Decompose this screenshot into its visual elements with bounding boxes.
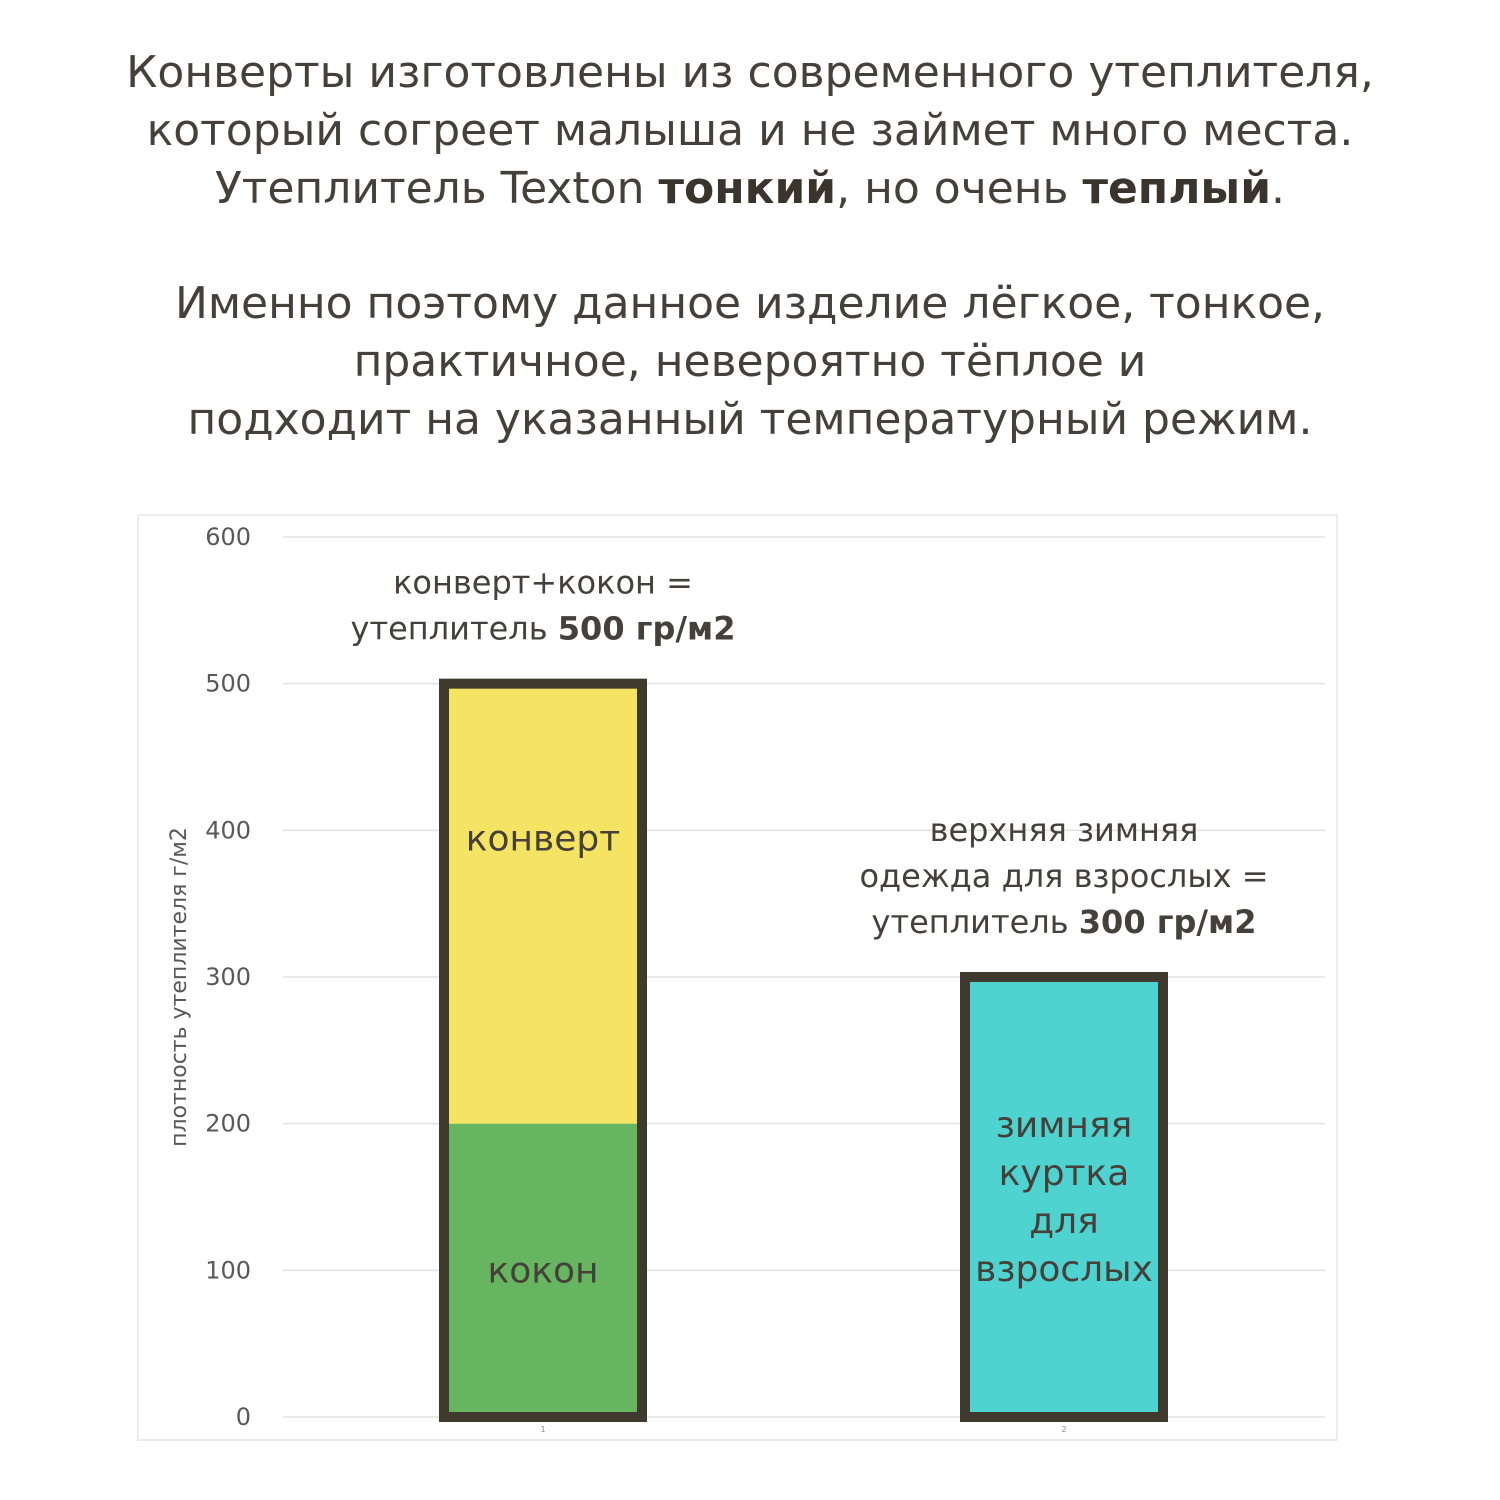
bar-segment-label: зимняя [996, 1105, 1133, 1146]
bar-segment-label: для [1029, 1201, 1099, 1242]
emphasis-text: тонкий [658, 163, 837, 214]
bar-outline [960, 972, 1168, 1422]
chart-frame [137, 514, 1338, 1441]
y-tick-label: 100 [205, 1256, 251, 1284]
annotation-value: 300 гр/м2 [1079, 903, 1257, 941]
intro-text: Именно поэтому данное изделие лёгкое, то… [174, 278, 1326, 329]
annotation-text: верхняя зимняя [930, 811, 1199, 849]
intro-text: . [1271, 163, 1286, 214]
bar-annotation-line: утеплитель 300 гр/м2 [872, 903, 1257, 941]
annotation-text: конверт+кокон = [393, 564, 693, 602]
annotation-text: утеплитель [872, 903, 1079, 941]
intro-2-line: подходит на указанный температурный режи… [0, 391, 1500, 449]
intro-text: который согреет малыша и не займет много… [146, 105, 1354, 156]
intro-text: практичное, невероятно тёплое и [353, 336, 1147, 387]
intro-2-line: Именно поэтому данное изделие лёгкое, то… [0, 275, 1500, 333]
intro-paragraph-2: Именно поэтому данное изделие лёгкое, то… [0, 275, 1500, 449]
bar-segment [444, 683, 642, 1124]
bar-segment-label: куртка [999, 1153, 1130, 1194]
chart-frame-border [137, 514, 1338, 1441]
intro-1-line: Конверты изготовлены из современного уте… [0, 44, 1500, 102]
y-tick-label: 300 [205, 963, 251, 991]
intro-text: , но очень [836, 163, 1083, 214]
annotation-value: 500 гр/м2 [558, 610, 736, 648]
emphasis-text: теплый [1082, 163, 1272, 214]
annotation-text: утеплитель [351, 610, 558, 648]
y-tick-label: 0 [236, 1403, 251, 1431]
bar-segment-label: конверт [466, 819, 621, 860]
bar-segment-label: взрослых [975, 1249, 1153, 1290]
bar-annotation-line: верхняя зимняя [930, 811, 1199, 849]
bar-annotation-line: одежда для взрослых = [859, 857, 1268, 895]
x-tick-label: 1 [540, 1425, 545, 1434]
chart-labels: плотность утеплителя г/м2 кокон конверт 1 ко… [167, 564, 1269, 1434]
y-tick-label: 600 [205, 523, 251, 551]
intro-1-line: Утеплитель Texton тонкий, но очень теплы… [0, 160, 1500, 218]
bar-segment [444, 1123, 642, 1417]
bar-annotation-line: конверт+кокон = [393, 564, 693, 602]
chart-bars [439, 678, 1168, 1422]
bar-segment-label: кокон [487, 1250, 598, 1291]
y-axis-ticks: 0 100 200 300 400 500 600 [205, 523, 251, 1431]
y-tick-label: 200 [205, 1110, 251, 1138]
intro-1-line: который согреет малыша и не займет много… [0, 102, 1500, 160]
y-axis-label: плотность утеплителя г/м2 [167, 827, 192, 1147]
intro-paragraph-1: Конверты изготовлены из современного уте… [0, 44, 1500, 218]
y-tick-label: 500 [205, 670, 251, 698]
bar-annotation-line: утеплитель 500 гр/м2 [351, 610, 736, 648]
intro-2-line: практичное, невероятно тёплое и [0, 333, 1500, 391]
annotation-text: одежда для взрослых = [859, 857, 1268, 895]
y-tick-label: 400 [205, 816, 251, 844]
bar-outline [439, 678, 647, 1422]
intro-text: Утеплитель Texton [214, 163, 659, 214]
bar-segment [965, 977, 1163, 1417]
intro-text: Конверты изготовлены из современного уте… [126, 47, 1374, 98]
intro-text: подходит на указанный температурный режи… [187, 394, 1313, 445]
x-tick-label: 2 [1061, 1425, 1066, 1434]
